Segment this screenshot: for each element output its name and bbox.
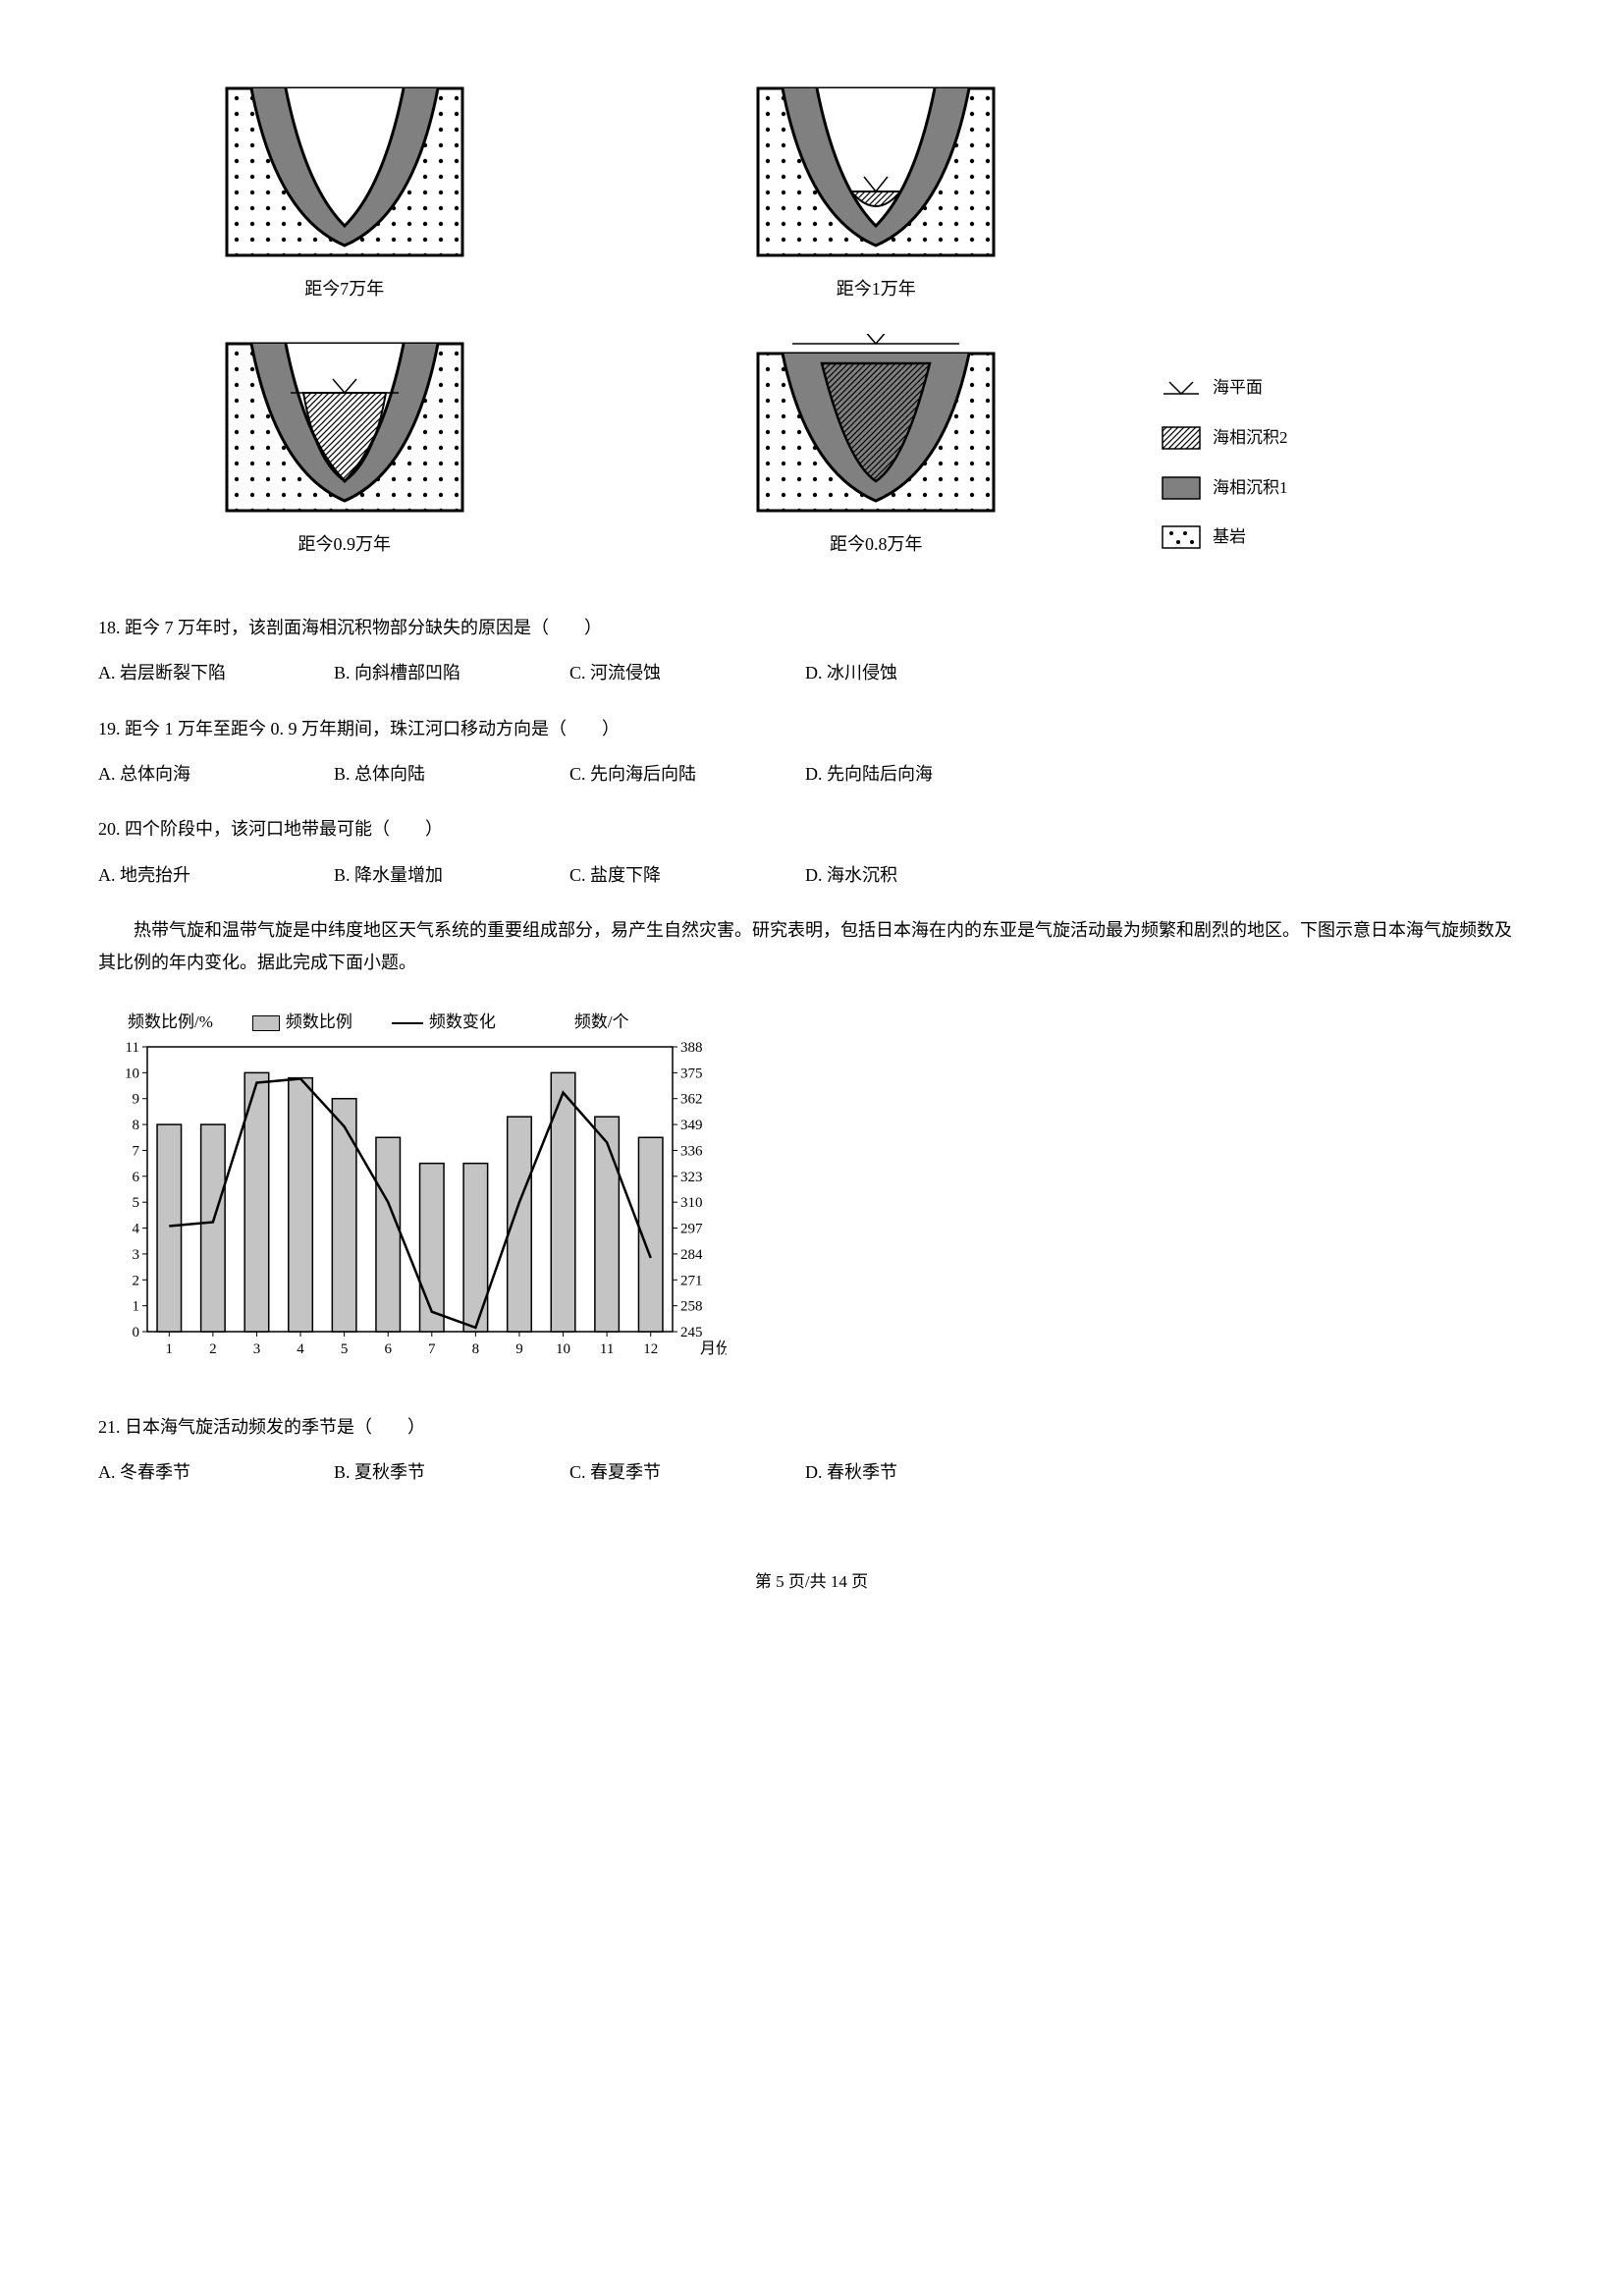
svg-text:349: 349 — [680, 1119, 703, 1134]
svg-text:月份: 月份 — [700, 1339, 727, 1357]
diagram-08wan: 距今0.8万年 — [630, 334, 1123, 560]
svg-text:6: 6 — [384, 1341, 392, 1357]
svg-text:258: 258 — [680, 1299, 703, 1315]
svg-text:375: 375 — [680, 1066, 703, 1082]
svg-text:9: 9 — [515, 1341, 523, 1357]
svg-text:2: 2 — [133, 1274, 140, 1289]
q21-opt-c: C. 春夏季节 — [569, 1456, 746, 1488]
chart-canvas: 0123456789101124525827128429731032333634… — [98, 1037, 727, 1371]
svg-text:271: 271 — [680, 1274, 703, 1289]
q19-opt-c: C. 先向海后向陆 — [569, 758, 746, 790]
diagram-label: 距今7万年 — [98, 273, 591, 304]
q20-stem: 20. 四个阶段中，该河口地带最可能（ ） — [98, 813, 1525, 845]
svg-text:1: 1 — [166, 1341, 174, 1357]
q18-stem: 18. 距今 7 万年时，该剖面海相沉积物部分缺失的原因是（ ） — [98, 612, 1525, 643]
legend-line-label: 频数变化 — [429, 1012, 496, 1031]
q20-opt-c: C. 盐度下降 — [569, 859, 746, 891]
q21-opt-d: D. 春秋季节 — [805, 1456, 982, 1488]
q21-stem: 21. 日本海气旋活动频发的季节是（ ） — [98, 1411, 1525, 1443]
q20-opt-d: D. 海水沉积 — [805, 859, 982, 891]
diagram-label: 距今0.8万年 — [630, 528, 1123, 560]
legend-label: 海相沉积2 — [1213, 423, 1288, 454]
svg-text:388: 388 — [680, 1040, 703, 1056]
svg-text:11: 11 — [126, 1040, 139, 1056]
svg-text:4: 4 — [133, 1222, 140, 1237]
diagram-legend: 海平面 海相沉积2 海相沉积1 基岩 — [1162, 334, 1525, 572]
question-20: 20. 四个阶段中，该河口地带最可能（ ） A. 地壳抬升 B. 降水量增加 C… — [98, 813, 1525, 891]
legend-bar-icon — [252, 1015, 280, 1031]
diagram-label: 距今1万年 — [630, 273, 1123, 304]
svg-text:3: 3 — [253, 1341, 261, 1357]
svg-text:323: 323 — [680, 1170, 703, 1185]
legend-sediment1: 海相沉积1 — [1162, 473, 1525, 504]
cyclone-chart: 频数比例/% 频数比例 频数变化 频数/个 012345678910112452… — [98, 1008, 1525, 1382]
svg-text:12: 12 — [643, 1341, 658, 1357]
svg-text:10: 10 — [125, 1066, 139, 1082]
svg-text:8: 8 — [133, 1119, 140, 1134]
svg-text:1: 1 — [133, 1299, 140, 1315]
q18-opt-c: C. 河流侵蚀 — [569, 657, 746, 688]
q20-opt-a: A. 地壳抬升 — [98, 859, 275, 891]
question-21: 21. 日本海气旋活动频发的季节是（ ） A. 冬春季节 B. 夏秋季节 C. … — [98, 1411, 1525, 1489]
svg-text:0: 0 — [133, 1325, 140, 1340]
svg-text:6: 6 — [133, 1170, 140, 1185]
svg-text:362: 362 — [680, 1092, 703, 1108]
left-axis-label: 频数比例/% — [128, 1008, 213, 1038]
page-footer: 第 5 页/共 14 页 — [98, 1567, 1525, 1598]
legend-label: 基岩 — [1213, 522, 1246, 553]
legend-label: 海相沉积1 — [1213, 473, 1288, 504]
svg-text:11: 11 — [600, 1341, 614, 1357]
q20-opt-b: B. 降水量增加 — [334, 859, 511, 891]
question-18: 18. 距今 7 万年时，该剖面海相沉积物部分缺失的原因是（ ） A. 岩层断裂… — [98, 612, 1525, 689]
svg-text:3: 3 — [133, 1247, 140, 1263]
legend-label: 海平面 — [1213, 373, 1263, 404]
svg-text:7: 7 — [133, 1144, 140, 1160]
svg-text:2: 2 — [209, 1341, 217, 1357]
legend-line-icon — [392, 1022, 423, 1025]
question-19: 19. 距今 1 万年至距今 0. 9 万年期间，珠江河口移动方向是（ ） A.… — [98, 713, 1525, 791]
diagram-1wan: 距今1万年 — [630, 79, 1123, 304]
svg-text:7: 7 — [428, 1341, 436, 1357]
legend-bedrock: 基岩 — [1162, 522, 1525, 553]
svg-text:284: 284 — [680, 1247, 703, 1263]
q18-opt-a: A. 岩层断裂下陷 — [98, 657, 275, 688]
legend-sediment2: 海相沉积2 — [1162, 423, 1525, 454]
legend-sea-level: 海平面 — [1162, 373, 1525, 404]
svg-text:8: 8 — [472, 1341, 480, 1357]
svg-text:5: 5 — [133, 1196, 140, 1212]
svg-text:297: 297 — [680, 1222, 703, 1237]
q21-opt-a: A. 冬春季节 — [98, 1456, 275, 1488]
svg-text:5: 5 — [341, 1341, 349, 1357]
q19-opt-b: B. 总体向陆 — [334, 758, 511, 790]
svg-text:336: 336 — [680, 1144, 703, 1160]
q19-opt-d: D. 先向陆后向海 — [805, 758, 982, 790]
svg-text:10: 10 — [556, 1341, 570, 1357]
legend-bar-label: 频数比例 — [286, 1012, 352, 1031]
q19-stem: 19. 距今 1 万年至距今 0. 9 万年期间，珠江河口移动方向是（ ） — [98, 713, 1525, 744]
q21-opt-b: B. 夏秋季节 — [334, 1456, 511, 1488]
svg-text:4: 4 — [297, 1341, 304, 1357]
q19-opt-a: A. 总体向海 — [98, 758, 275, 790]
diagram-label: 距今0.9万年 — [98, 528, 591, 560]
q18-opt-d: D. 冰川侵蚀 — [805, 657, 982, 688]
cross-section-grid: 距今7万年 距今1万年 — [98, 79, 1525, 573]
svg-text:245: 245 — [680, 1325, 703, 1340]
right-axis-label: 频数/个 — [574, 1008, 629, 1038]
q18-opt-b: B. 向斜槽部凹陷 — [334, 657, 511, 688]
passage-cyclone: 热带气旋和温带气旋是中纬度地区天气系统的重要组成部分，易产生自然灾害。研究表明，… — [98, 914, 1525, 978]
diagram-09wan: 距今0.9万年 — [98, 334, 591, 560]
svg-text:310: 310 — [680, 1196, 703, 1212]
diagram-7wan: 距今7万年 — [98, 79, 591, 304]
svg-text:9: 9 — [133, 1092, 140, 1108]
